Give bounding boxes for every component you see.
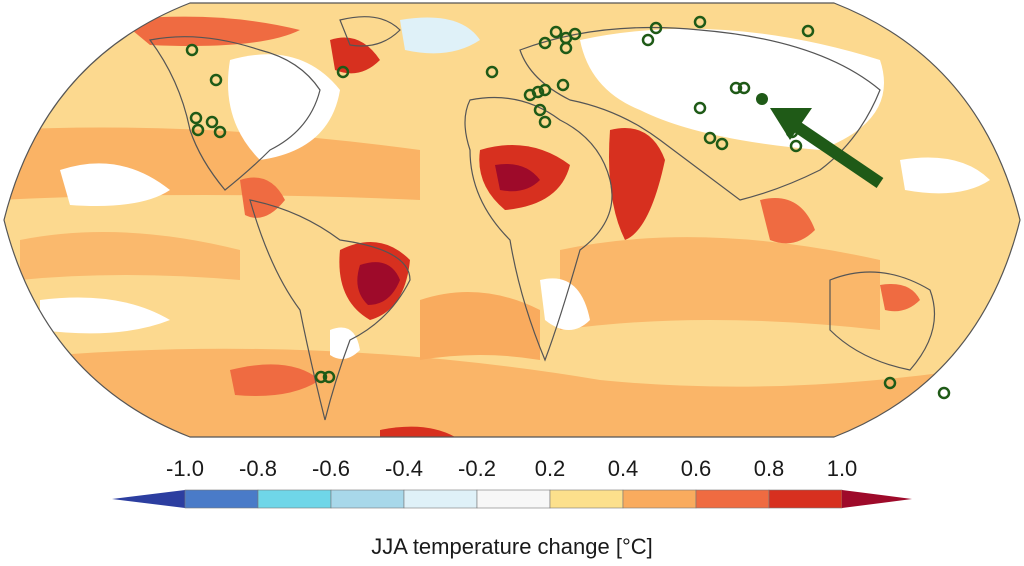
colorbar-segment <box>184 489 259 509</box>
station-marker <box>485 65 499 79</box>
hotspot-brazil <box>357 262 400 305</box>
colorbar-segment <box>476 489 551 509</box>
station-marker <box>185 43 199 57</box>
colorbar-extend-low <box>112 490 185 508</box>
station-marker <box>189 111 203 125</box>
colorbar-segment <box>768 489 843 509</box>
station-marker <box>209 73 223 87</box>
colorbar-segment <box>330 489 405 509</box>
station-marker <box>538 83 552 97</box>
hotspot-indonesia <box>760 198 815 244</box>
world-map <box>3 2 1021 438</box>
warming-band <box>420 292 540 360</box>
station-marker <box>693 101 707 115</box>
station-marker <box>191 123 205 137</box>
station-marker <box>322 370 336 384</box>
neutral-area <box>40 297 170 334</box>
station-marker <box>789 139 803 153</box>
neutral-area <box>540 278 590 330</box>
hotspot-arctic <box>120 16 300 46</box>
map-border <box>3 2 1021 438</box>
warming-band <box>560 237 880 330</box>
station-marker <box>737 81 751 95</box>
station-marker <box>703 131 717 145</box>
legend-tick-label: -0.2 <box>458 456 496 481</box>
neutral-area <box>60 163 170 206</box>
warming-band <box>20 232 240 280</box>
station-marker <box>213 125 227 139</box>
legend-tick-label: -0.8 <box>239 456 277 481</box>
legend-tick-label: 0.8 <box>753 456 785 481</box>
station-marker <box>314 370 328 384</box>
hotspot-south-pacific <box>230 364 320 396</box>
neutral-area <box>330 327 360 359</box>
colorbar-segment <box>622 489 697 509</box>
station-marker <box>549 25 563 39</box>
cooling-area <box>400 17 480 54</box>
station-marker <box>533 103 547 117</box>
highlighted-station <box>756 93 768 105</box>
color-legend: -1.0 -0.8 -0.6 -0.4 -0.2 0.2 0.4 0.6 0.8 1.0 JJA … <box>0 448 1024 566</box>
station-markers <box>185 15 951 400</box>
hotspot-canada <box>330 37 380 74</box>
station-marker <box>715 137 729 151</box>
station-marker <box>559 41 573 55</box>
neutral-area <box>900 157 990 194</box>
station-marker <box>531 85 545 99</box>
colorbar <box>112 489 912 509</box>
station-marker <box>538 115 552 129</box>
colorbar-segment <box>257 489 332 509</box>
legend-tick-label: 1.0 <box>826 456 858 481</box>
colorbar-segment <box>549 489 624 509</box>
hotspot-australia <box>880 284 920 312</box>
colorbar-segment <box>695 489 770 509</box>
station-marker <box>649 21 663 35</box>
station-marker <box>568 27 582 41</box>
station-marker <box>556 78 570 92</box>
temperature-change-map <box>3 2 1021 438</box>
arrow-icon <box>770 108 884 188</box>
colorbar-segment <box>403 489 478 509</box>
legend-tick-label: 0.4 <box>607 456 639 481</box>
station-marker <box>883 376 897 390</box>
legend-tick-label: 0.6 <box>680 456 712 481</box>
station-marker <box>641 33 655 47</box>
legend-tick-label: 0.2 <box>534 456 566 481</box>
legend-tick-label: -1.0 <box>166 456 204 481</box>
station-marker <box>205 115 219 129</box>
station-marker <box>937 386 951 400</box>
station-marker <box>693 15 707 29</box>
station-marker <box>801 24 815 38</box>
station-marker <box>336 65 350 79</box>
colorbar-extend-high <box>842 490 912 508</box>
legend-tick-label: -0.6 <box>312 456 350 481</box>
station-marker <box>729 81 743 95</box>
neutral-area <box>228 54 340 160</box>
hotspot-sahara-core <box>495 164 540 192</box>
hotspot-central-america <box>240 177 285 218</box>
hotspot-arabia <box>609 128 665 240</box>
station-marker <box>538 36 552 50</box>
legend-title: JJA temperature change [°C] <box>371 534 653 559</box>
coastlines <box>148 16 959 421</box>
legend-tick-label: -0.4 <box>385 456 423 481</box>
